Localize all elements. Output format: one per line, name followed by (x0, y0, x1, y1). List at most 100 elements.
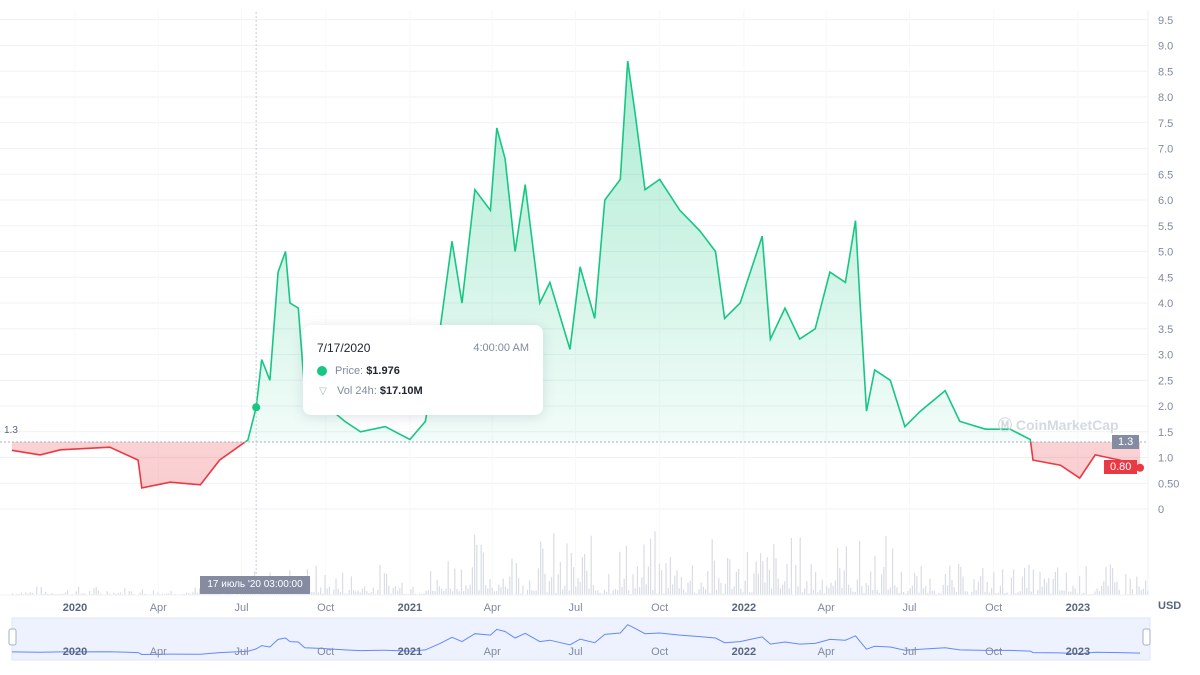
volume-bar (425, 590, 427, 595)
volume-bar (892, 548, 894, 595)
volume-bar (29, 592, 31, 595)
volume-bar (320, 587, 322, 595)
volume-bar (658, 563, 660, 595)
volume-bar (680, 576, 682, 595)
volume-bar (988, 592, 990, 595)
volume-bar (636, 566, 638, 595)
volume-bar (702, 586, 704, 595)
volume-bar (909, 588, 911, 595)
volume-bar (870, 571, 872, 595)
volume-bar (821, 579, 823, 595)
volume-bar (328, 586, 330, 595)
y-tick-label: 2.0 (1158, 401, 1173, 413)
volume-bar (667, 588, 669, 595)
volume-bar (447, 560, 449, 595)
volume-bar (573, 566, 575, 595)
volume-bar (740, 588, 742, 595)
volume-bar (75, 591, 77, 595)
volume-bar (999, 585, 1001, 595)
volume-bar (931, 590, 933, 595)
volume-bar (333, 589, 335, 595)
x-tick-label: Jul (234, 602, 248, 614)
price-area-down (11, 442, 1141, 488)
volume-bar (465, 585, 467, 595)
volume-bar (124, 588, 126, 595)
volume-bar (390, 593, 392, 595)
baseline-badge: 1.3 (1112, 435, 1140, 449)
volume-bar (474, 534, 476, 595)
volume-bar (755, 561, 757, 595)
volume-bar (1035, 593, 1037, 595)
volume-bar (810, 564, 812, 595)
volume-bar (564, 585, 566, 595)
volume-bar (529, 580, 531, 595)
volume-bar (907, 591, 909, 595)
navigator-tick-label: Oct (651, 646, 668, 658)
volume-bar (944, 573, 946, 595)
volume-bar (590, 535, 592, 595)
volume-bar (788, 588, 790, 595)
volume-bar (938, 592, 940, 595)
volume-bar (885, 535, 887, 595)
navigator-handle[interactable] (8, 628, 17, 646)
volume-bar (1017, 592, 1019, 595)
volume-bar (1147, 591, 1149, 595)
volume-bar (806, 581, 808, 595)
navigator-tick-label: Apr (818, 646, 835, 658)
volume-bar (947, 585, 949, 595)
volume-bar (689, 580, 691, 595)
volume-bar (370, 592, 372, 595)
volume-bar (694, 592, 696, 595)
volume-bar (106, 591, 108, 595)
volume-bar (535, 590, 537, 595)
volume-bar (845, 546, 847, 595)
navigator-tick-label: Jul (234, 646, 248, 658)
volume-bar (898, 592, 900, 595)
volume-bar (311, 592, 313, 595)
volume-bar (603, 589, 605, 595)
volume-bar (617, 590, 619, 595)
volume-bar (775, 558, 777, 595)
volume-bar (768, 569, 770, 595)
volume-bar (388, 585, 390, 595)
volume-bar (1006, 592, 1008, 595)
volume-bar (188, 593, 190, 595)
volume-bar (557, 574, 559, 595)
volume-bar (45, 591, 47, 595)
navigator-handle[interactable] (1142, 628, 1151, 646)
volume-bar (718, 578, 720, 595)
volume-bar (1057, 567, 1059, 595)
volume-bar (837, 547, 839, 595)
volume-bar (621, 587, 623, 595)
volume-bar (766, 557, 768, 595)
volume-bar (1140, 590, 1142, 595)
volume-bar (432, 590, 434, 595)
volume-bar (174, 593, 176, 595)
volume-bar (18, 593, 20, 595)
volume-bar (1107, 585, 1109, 595)
volume-bar (25, 592, 27, 595)
volume-bar (1019, 591, 1021, 595)
volume-bar (577, 578, 579, 595)
volume-bar (933, 590, 935, 595)
volume-bar (218, 593, 220, 595)
volume-bar (1109, 564, 1111, 595)
volume-bar (971, 591, 973, 595)
volume-bar (927, 592, 929, 595)
y-tick-label: 7.0 (1158, 144, 1173, 156)
volume-bar (119, 592, 121, 595)
volume-bar (480, 544, 482, 595)
volume-bar (705, 589, 707, 595)
x-tick-label: Apr (818, 602, 835, 614)
volume-bar (1072, 585, 1074, 595)
volume-bar (1024, 567, 1026, 595)
volume-bar (478, 590, 480, 595)
volume-bar (834, 580, 836, 595)
y-tick-label: 2.5 (1158, 375, 1173, 387)
volume-bar (335, 578, 337, 595)
volume-bar (91, 593, 93, 595)
volume-bar (1103, 581, 1105, 595)
volume-bar (876, 590, 878, 595)
volume-bar (128, 590, 130, 595)
